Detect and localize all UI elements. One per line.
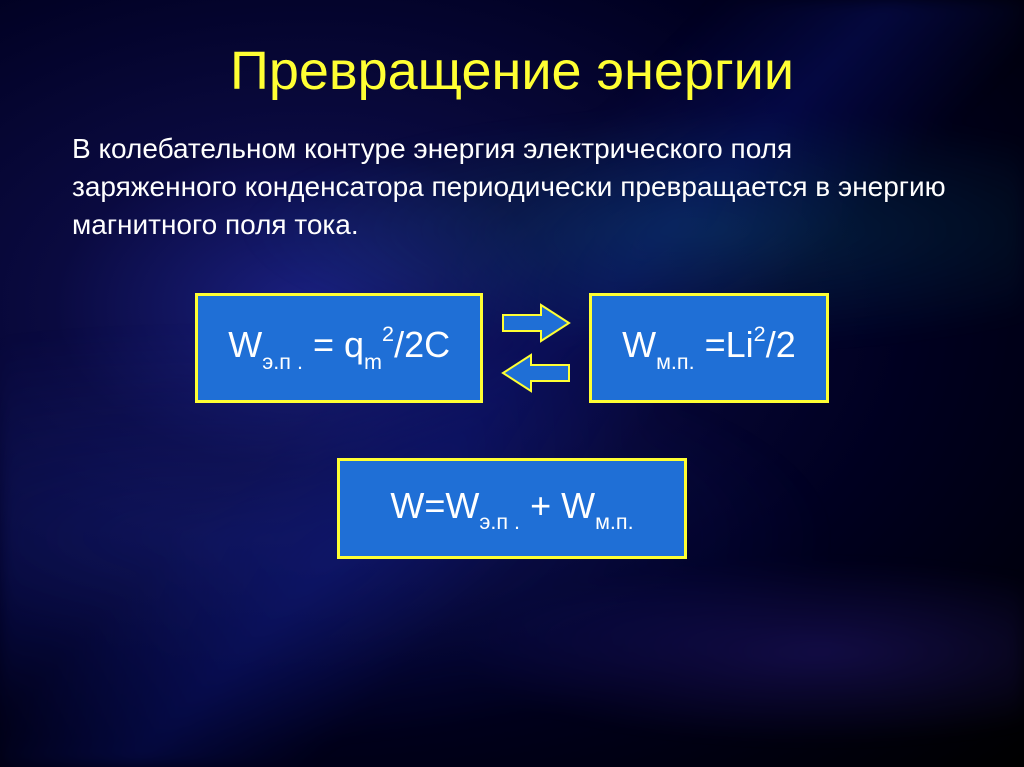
formula-bottom-text: W=Wэ.п . + Wм.п.	[390, 485, 633, 532]
formula-magnetic-field: Wм.п. =Li2/2	[589, 293, 829, 402]
arrow-left-icon	[501, 353, 571, 393]
formula-diagram: Wэ.п . = qm2/2C Wм.п. =Li2/2	[70, 293, 954, 402]
formula-left-text: Wэ.п . = qm2/2C	[228, 324, 450, 371]
arrow-group	[501, 303, 571, 393]
arrow-right-icon	[501, 303, 571, 343]
slide-title-text: Превращение энергии	[230, 41, 794, 101]
formula-total-row: W=Wэ.п . + Wм.п.	[70, 458, 954, 559]
formula-electric-field: Wэ.п . = qm2/2C	[195, 293, 483, 402]
body-text: В колебательном контуре энергия электрич…	[72, 133, 946, 240]
body-paragraph: В колебательном контуре энергия электрич…	[72, 130, 952, 243]
formula-total-energy: W=Wэ.п . + Wм.п.	[337, 458, 686, 559]
formula-right-text: Wм.п. =Li2/2	[622, 324, 796, 371]
slide-title: Превращение энергии	[70, 40, 954, 102]
